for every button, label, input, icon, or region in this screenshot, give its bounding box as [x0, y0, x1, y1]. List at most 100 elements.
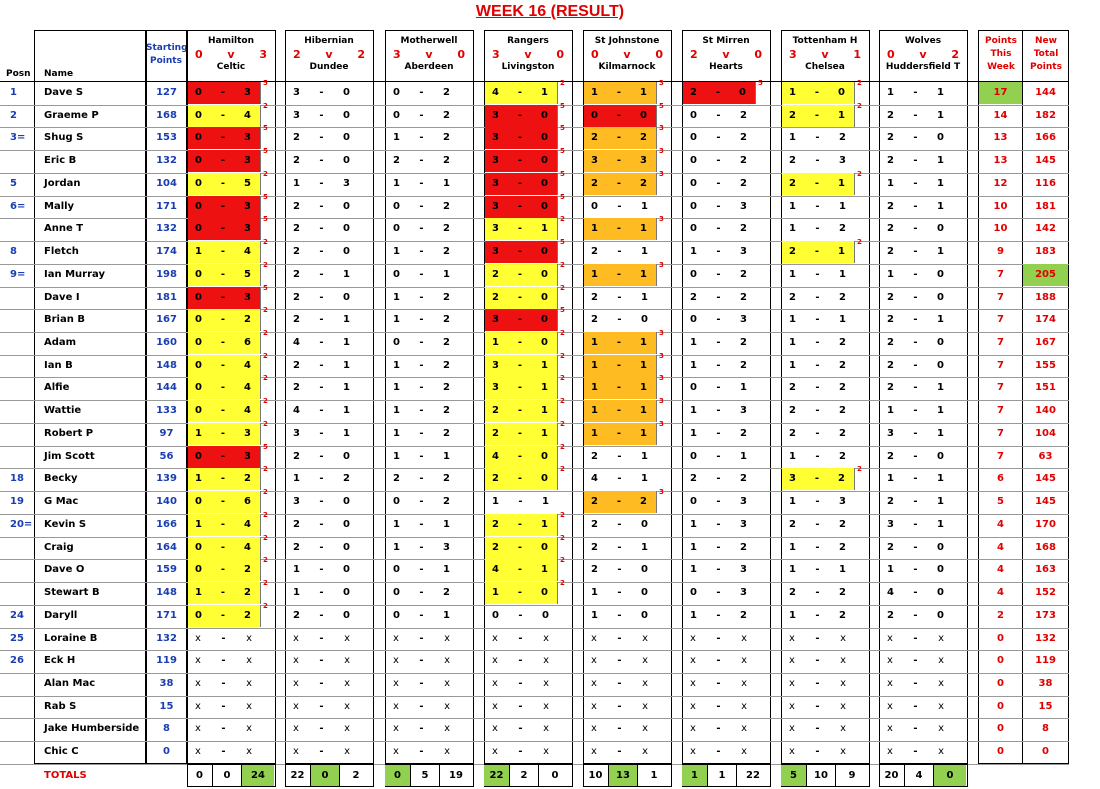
- starting-points-header: Starting Points: [146, 43, 188, 66]
- home-score: 0: [195, 48, 203, 61]
- points-this-week-cell: 4: [997, 518, 1004, 530]
- dash: -: [815, 405, 820, 417]
- dash: -: [617, 291, 622, 303]
- away-score: 3: [259, 48, 267, 61]
- predicted-away-score: 0: [343, 155, 350, 167]
- starting-points-cell: 140: [156, 496, 177, 508]
- dash: -: [319, 291, 324, 303]
- prediction-cell: 1 - 1: [782, 196, 855, 218]
- points-this-week-cell: 7: [997, 427, 1004, 439]
- prediction-cell: x-x: [386, 696, 459, 718]
- starting-points-cell: 8: [163, 723, 170, 735]
- predicted-home-score: x: [789, 632, 795, 644]
- predicted-away-score: 0: [343, 541, 350, 553]
- points-scored-marker: 2: [857, 465, 862, 474]
- predicted-away-score: 3: [343, 177, 350, 189]
- predicted-home-score: 0: [195, 359, 202, 371]
- fixture-header: Hamilton 0 v 3 Celtic: [187, 35, 275, 74]
- prediction-cell: 3 - 0: [485, 309, 558, 332]
- dash: -: [815, 587, 820, 599]
- predicted-away-score: 3: [244, 155, 251, 167]
- predicted-home-score: 1: [591, 87, 598, 98]
- prediction-cell: 0 - 2: [683, 105, 756, 127]
- predicted-away-score: 2: [740, 177, 747, 189]
- predicted-home-score: 0: [690, 268, 697, 280]
- predicted-away-score: 3: [839, 155, 846, 167]
- prediction-cell: 1 - 1: [386, 514, 459, 536]
- predicted-away-score: 1: [640, 427, 647, 439]
- predicted-home-score: 2: [591, 177, 598, 189]
- versus-label: v: [919, 48, 927, 61]
- dash: -: [319, 268, 324, 280]
- predicted-home-score: x: [591, 723, 597, 735]
- name-cell: Adam: [44, 337, 77, 349]
- dash: -: [518, 609, 523, 621]
- predicted-home-score: x: [492, 632, 498, 644]
- points-scored-marker: 3: [659, 260, 664, 269]
- predicted-home-score: 2: [293, 450, 300, 462]
- prediction-cell: 3 - 0: [485, 104, 558, 127]
- predicted-away-score: 1: [740, 382, 747, 394]
- prediction-cell: 1 - 2: [386, 287, 459, 309]
- name-cell: Graeme P: [44, 109, 99, 121]
- predicted-home-score: x: [492, 677, 498, 689]
- predicted-away-score: 2: [740, 427, 747, 439]
- points-this-week-cell: 0: [997, 723, 1004, 735]
- prediction-cell: 3 - 0: [485, 150, 558, 173]
- prediction-cell: x-x: [782, 718, 855, 740]
- predicted-away-score: 1: [641, 450, 648, 462]
- dash: -: [617, 541, 622, 553]
- totals-label: TOTALS: [44, 770, 87, 781]
- points-scored-marker: 3: [659, 215, 664, 224]
- prediction-cell: 3 - 0: [286, 105, 359, 127]
- dash: -: [815, 427, 820, 439]
- new-total-cell: 119: [1035, 655, 1056, 667]
- dash: -: [913, 746, 918, 758]
- new-total-cell: 140: [1035, 405, 1056, 417]
- prediction-cell: 2 - 0: [880, 127, 953, 149]
- points-scored-marker: 5: [560, 124, 565, 133]
- prediction-cell: 0 - 2: [386, 582, 459, 604]
- row-divider: [0, 718, 1069, 720]
- predicted-home-score: 1: [591, 427, 598, 439]
- predicted-away-score: 2: [740, 109, 747, 121]
- dash: -: [913, 337, 918, 349]
- name-cell: Mally: [44, 200, 75, 212]
- predicted-away-score: 0: [937, 609, 944, 621]
- dash: -: [913, 314, 918, 326]
- predicted-away-score: 2: [244, 314, 251, 326]
- dash: -: [815, 723, 820, 735]
- predicted-home-score: 2: [789, 518, 796, 530]
- predicted-away-score: 2: [839, 609, 846, 621]
- dash: -: [716, 268, 721, 280]
- predicted-home-score: 1: [690, 246, 697, 258]
- dash: -: [220, 518, 226, 530]
- predicted-home-score: 1: [591, 223, 598, 235]
- predicted-away-score: 1: [443, 609, 450, 621]
- prediction-cell: 1 - 1: [782, 309, 855, 331]
- predicted-away-score: 1: [443, 564, 450, 576]
- dash: -: [616, 155, 622, 167]
- predicted-home-score: 3: [492, 359, 499, 371]
- points-this-week-cell: 0: [997, 700, 1004, 712]
- predicted-home-score: 2: [293, 609, 300, 621]
- points-this-week-cell: 9: [997, 246, 1004, 258]
- dash: -: [419, 291, 424, 303]
- points-this-week-cell: 10: [993, 223, 1008, 235]
- position-cell: 18: [10, 473, 24, 485]
- dash: -: [616, 132, 622, 144]
- predicted-away-score: 3: [740, 564, 747, 576]
- dash: -: [617, 246, 622, 258]
- home-score: 2: [293, 48, 301, 61]
- prediction-cell: 3 - 1: [286, 423, 359, 445]
- predicted-away-score: 1: [640, 405, 647, 417]
- predicted-home-score: x: [887, 677, 893, 689]
- position-cell: [10, 582, 34, 604]
- predicted-away-score: 2: [443, 291, 450, 303]
- prediction-cell: 0 - 2: [386, 491, 459, 513]
- dash: -: [815, 450, 820, 462]
- predicted-away-score: 4: [244, 541, 251, 553]
- predicted-home-score: 3: [492, 177, 499, 189]
- predicted-away-score: 0: [541, 587, 548, 599]
- prediction-cell: 1 - 3: [286, 173, 359, 195]
